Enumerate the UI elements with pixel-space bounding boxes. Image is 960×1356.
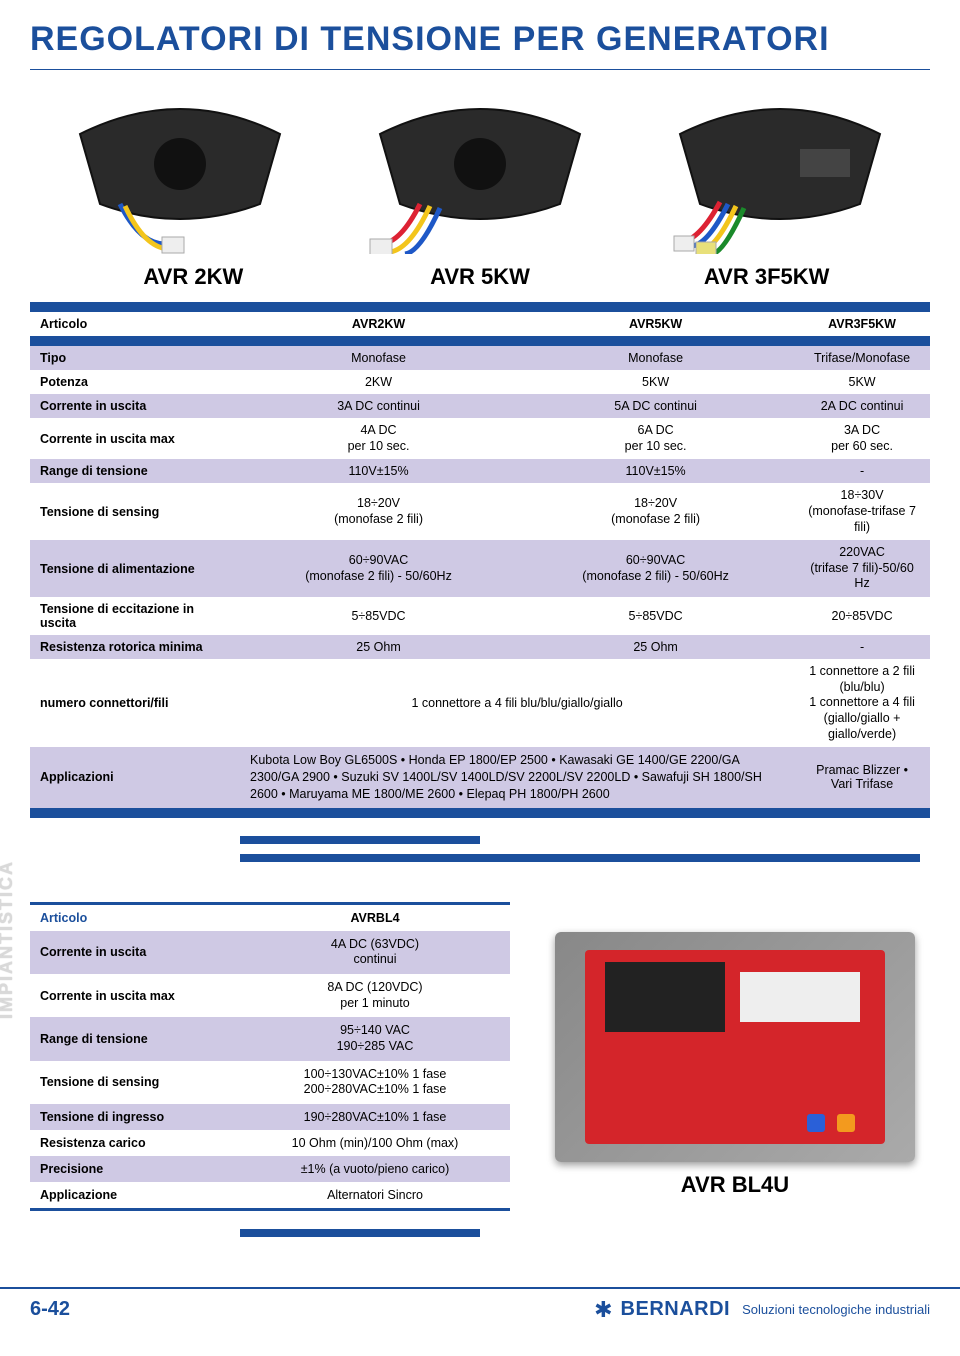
row-cell: - [794,635,930,659]
row-cell: 5÷85VDC [240,597,517,635]
row-cell: 6A DCper 10 sec. [517,418,794,459]
row-label: Tensione di ingresso [30,1104,240,1130]
row-label: Tensione di alimentazione [30,540,240,597]
row-cell: 5KW [517,370,794,394]
row-cell: 100÷130VAC±10% 1 fase200÷280VAC±10% 1 fa… [240,1061,510,1104]
row-cell: Alternatori Sincro [240,1182,510,1208]
row-cell: - [794,459,930,483]
article-c1: AVR2KW [240,312,517,336]
row-cell: 4A DCper 10 sec. [240,418,517,459]
row-label: Precisione [30,1156,240,1182]
row-label: Potenza [30,370,240,394]
brand-name: BERNARDI [621,1298,731,1321]
row-cell: 18÷30V(monofase-trifase 7 fili) [794,483,930,540]
row-cell: ±1% (a vuoto/pieno carico) [240,1156,510,1182]
row-label: Range di tensione [30,459,240,483]
product-image-avrbl4 [555,932,915,1162]
row-cell: Trifase/Monofase [794,346,930,370]
title-rule [30,69,930,70]
row-cell: 220VAC(trifase 7 fili)-50/60 Hz [794,540,930,597]
model-label-3: AVR 3F5KW [623,264,910,290]
apps-c3: Pramac Blizzer • Vari Trifase [794,747,930,808]
row-cell: 60÷90VAC(monofase 2 fili) - 50/60Hz [517,540,794,597]
row-label: Tensione di sensing [30,483,240,540]
row-cell: 20÷85VDC [794,597,930,635]
brand-logo-icon: ✱ [594,1297,612,1323]
connectors-c3: 1 connettore a 2 fili (blu/blu) 1 connet… [794,659,930,747]
decorative-bars-2 [30,1229,510,1237]
row-cell: 18÷20V(monofase 2 fili) [240,483,517,540]
row-cell: 5A DC continui [517,394,794,418]
product-image-avr3f5kw [650,94,910,254]
article2-value: AVRBL4 [240,905,510,931]
row-cell: 25 Ohm [517,635,794,659]
product-image-avr2kw [50,94,310,254]
product-image-row [30,84,930,260]
product-image-avr5kw [350,94,610,254]
connectors-c12: 1 connettore a 4 fili blu/blu/giallo/gia… [240,659,794,747]
spec-table-main: Articolo AVR2KW AVR5KW AVR3F5KW TipoMono… [30,302,930,818]
model-label-1: AVR 2KW [50,264,337,290]
row-cell: 2KW [240,370,517,394]
row-label: Tipo [30,346,240,370]
row-cell: 3A DCper 60 sec. [794,418,930,459]
row-label: Tensione di eccitazione in uscita [30,597,240,635]
row-label: Applicazione [30,1182,240,1208]
page-title: REGOLATORI DI TENSIONE PER GENERATORI [30,0,930,69]
row-label-apps: Applicazioni [30,747,240,808]
brand-block: ✱ BERNARDI Soluzioni tecnologiche indust… [594,1297,930,1323]
row-cell: 3A DC continui [240,394,517,418]
row-label-connectors: numero connettori/fili [30,659,240,747]
article-c2: AVR5KW [517,312,794,336]
spec-table-bl4: Articolo AVRBL4 Corrente in uscita4A DC … [30,902,510,1211]
row-label: Corrente in uscita [30,931,240,974]
row-cell: 18÷20V(monofase 2 fili) [517,483,794,540]
row-cell: 190÷280VAC±10% 1 fase [240,1104,510,1130]
row-cell: Monofase [517,346,794,370]
row-label: Corrente in uscita [30,394,240,418]
decorative-bars-1 [30,836,930,862]
row-cell: 25 Ohm [240,635,517,659]
row-cell: 95÷140 VAC190÷285 VAC [240,1017,510,1060]
article2-label: Articolo [30,905,240,931]
row-cell: 10 Ohm (min)/100 Ohm (max) [240,1130,510,1156]
row-cell: 5÷85VDC [517,597,794,635]
row-label: Resistenza rotorica minima [30,635,240,659]
model-heading-row: AVR 2KW AVR 5KW AVR 3F5KW [30,260,930,302]
row-label: Resistenza carico [30,1130,240,1156]
row-label: Corrente in uscita max [30,974,240,1017]
row-cell: 110V±15% [517,459,794,483]
row-cell: 110V±15% [240,459,517,483]
row-cell: 4A DC (63VDC)continui [240,931,510,974]
page-number: 6-42 [30,1298,70,1321]
page-footer: 6-42 ✱ BERNARDI Soluzioni tecnologiche i… [0,1287,960,1343]
avr-bl4-label: AVR BL4U [540,1172,930,1198]
row-label: Corrente in uscita max [30,418,240,459]
row-cell: 60÷90VAC(monofase 2 fili) - 50/60Hz [240,540,517,597]
row-cell: Monofase [240,346,517,370]
apps-c12: Kubota Low Boy GL6500S • Honda EP 1800/E… [240,747,794,808]
brand-tagline: Soluzioni tecnologiche industriali [742,1302,930,1317]
article-label: Articolo [30,312,240,336]
row-cell: 2A DC continui [794,394,930,418]
row-label: Tensione di sensing [30,1061,240,1104]
row-label: Range di tensione [30,1017,240,1060]
model-label-2: AVR 5KW [337,264,624,290]
row-cell: 8A DC (120VDC)per 1 minuto [240,974,510,1017]
article-c3: AVR3F5KW [794,312,930,336]
side-category-label: IMPIANTISTICA [0,860,17,1019]
row-cell: 5KW [794,370,930,394]
